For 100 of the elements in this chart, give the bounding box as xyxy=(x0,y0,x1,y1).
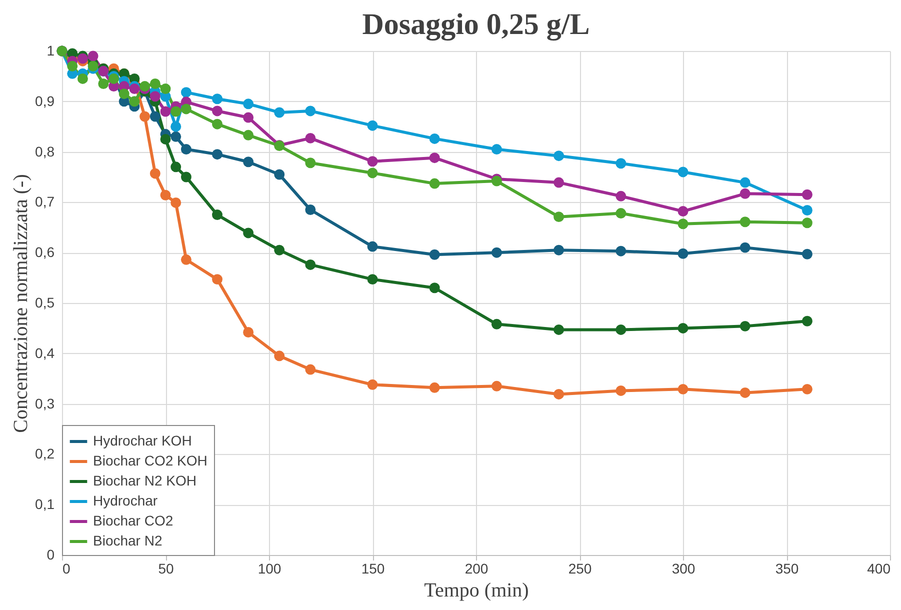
point xyxy=(554,388,564,400)
point xyxy=(367,274,378,285)
point xyxy=(140,81,150,92)
legend-label: Biochar N2 xyxy=(93,532,162,548)
point xyxy=(491,380,502,392)
point xyxy=(802,248,812,260)
point xyxy=(180,87,192,98)
point xyxy=(429,178,440,189)
point xyxy=(88,50,98,62)
point xyxy=(305,364,316,375)
point xyxy=(243,112,254,123)
point xyxy=(554,177,564,188)
point xyxy=(212,274,222,285)
point xyxy=(212,210,222,220)
point xyxy=(616,190,626,202)
point xyxy=(170,131,182,142)
point xyxy=(802,384,812,394)
point xyxy=(170,197,182,208)
point xyxy=(554,324,564,335)
point xyxy=(170,162,182,172)
point xyxy=(616,324,626,335)
y-tick-label: 0,4 xyxy=(35,344,55,361)
point xyxy=(212,118,222,130)
point xyxy=(129,96,140,107)
y-tick-label: 0,6 xyxy=(35,244,55,260)
point xyxy=(429,382,440,393)
point xyxy=(150,78,160,89)
point xyxy=(802,189,812,200)
point xyxy=(740,188,750,199)
point xyxy=(274,107,285,118)
point xyxy=(740,216,750,228)
point xyxy=(180,172,192,182)
x-tick-label: 50 xyxy=(158,560,174,576)
point xyxy=(274,244,285,256)
point xyxy=(367,379,378,390)
point xyxy=(305,132,316,144)
point xyxy=(616,385,626,396)
point xyxy=(554,244,564,256)
point xyxy=(243,228,254,238)
point xyxy=(108,73,119,84)
point xyxy=(802,316,812,326)
point xyxy=(491,144,502,155)
x-tick-label: 0 xyxy=(62,560,70,576)
point xyxy=(616,158,626,169)
point xyxy=(678,322,688,334)
point xyxy=(129,84,140,94)
point xyxy=(429,133,440,144)
point xyxy=(77,73,88,84)
x-tick-label: 200 xyxy=(464,560,488,576)
point xyxy=(305,106,316,116)
point xyxy=(170,121,182,132)
point xyxy=(367,168,378,178)
point xyxy=(160,190,171,200)
legend-label: Biochar N2 KOH xyxy=(93,472,196,488)
point xyxy=(160,134,171,144)
point xyxy=(150,111,160,122)
point xyxy=(305,158,316,168)
legend-label: Biochar CO2 KOH xyxy=(93,452,208,468)
point xyxy=(212,106,222,116)
x-tick-label: 250 xyxy=(568,560,592,576)
point xyxy=(802,205,812,216)
point xyxy=(170,106,182,117)
legend-label: Hydrochar xyxy=(93,492,158,508)
point xyxy=(616,246,626,256)
point xyxy=(98,78,109,89)
point xyxy=(491,247,502,258)
x-tick-label: 300 xyxy=(672,560,696,576)
y-tick-label: 0,7 xyxy=(35,194,55,210)
point xyxy=(305,204,316,215)
point xyxy=(429,152,440,164)
point xyxy=(243,130,254,140)
y-tick-label: 0,5 xyxy=(35,294,55,310)
y-axis-title: Concentrazione normalizzata (-) xyxy=(10,174,32,433)
y-tick-label: 0,8 xyxy=(35,143,55,160)
point xyxy=(88,60,98,72)
point xyxy=(140,111,150,122)
point xyxy=(491,318,502,330)
point xyxy=(160,84,171,94)
point xyxy=(678,384,688,394)
y-tick-label: 1 xyxy=(46,42,55,58)
point xyxy=(180,104,192,114)
point xyxy=(367,120,378,131)
point xyxy=(740,320,750,332)
point xyxy=(274,350,285,362)
point xyxy=(678,206,688,217)
y-tick-label: 0,3 xyxy=(35,395,55,412)
point xyxy=(180,254,192,265)
point xyxy=(802,218,812,228)
point xyxy=(243,156,254,168)
point xyxy=(274,169,285,180)
point xyxy=(740,242,750,253)
point xyxy=(243,327,254,338)
legend-label: Biochar CO2 xyxy=(93,512,174,528)
x-tick-label: 350 xyxy=(775,560,799,576)
point xyxy=(367,156,378,167)
point xyxy=(243,98,254,110)
point xyxy=(678,218,688,230)
y-tick-label: 0,9 xyxy=(35,92,55,109)
point xyxy=(740,387,750,398)
point xyxy=(554,150,564,162)
